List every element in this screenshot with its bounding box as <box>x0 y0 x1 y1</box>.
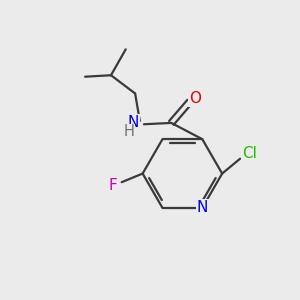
Text: Cl: Cl <box>242 146 257 161</box>
Text: H: H <box>124 124 135 139</box>
Text: F: F <box>109 178 118 193</box>
Text: N: N <box>196 200 208 215</box>
Text: O: O <box>189 91 201 106</box>
Text: N: N <box>128 115 139 130</box>
